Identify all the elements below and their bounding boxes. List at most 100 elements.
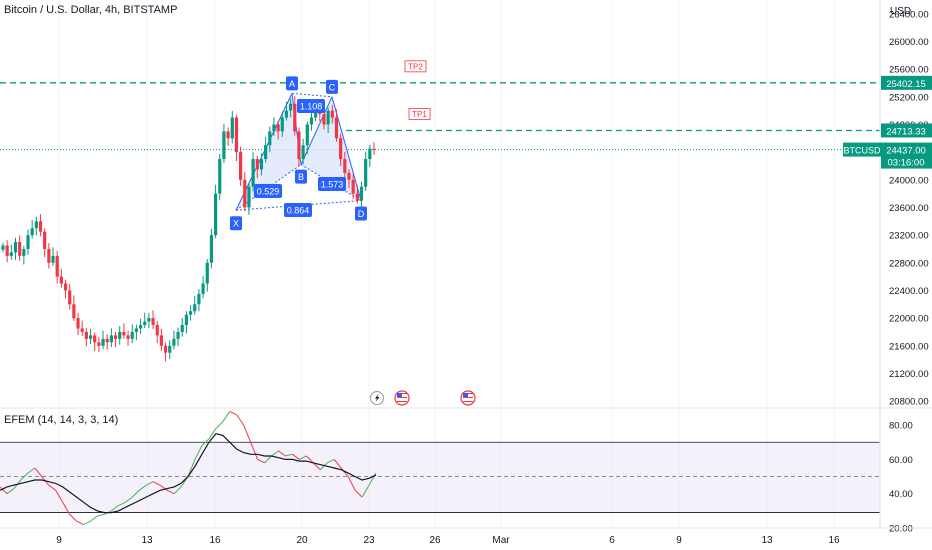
candle-body (30, 228, 34, 236)
pattern-ratio-label: 1.573 (321, 180, 344, 190)
harmonic-pattern-labels: X A B C D 0.529 1.108 1.573 0.864 (230, 76, 367, 231)
efem-fast-segment (354, 489, 363, 498)
last-price-badge: 24437.00 (886, 146, 926, 157)
efem-fast-segment (83, 520, 91, 526)
candle-body (180, 325, 184, 332)
candle-body (155, 325, 159, 336)
candle-body (268, 131, 272, 146)
time-tick-label: 16 (828, 535, 840, 546)
time-tick-label: 23 (363, 535, 375, 546)
price-tick-label: 25200.00 (889, 92, 929, 103)
indicator-band (0, 442, 880, 513)
efem-fast-segment (327, 458, 335, 464)
main-pane[interactable]: TP2 TP1 X A B C D 0.529 1.108 1.573 0.864 (0, 0, 880, 408)
candle-body (259, 159, 264, 170)
price-tick-label: 23200.00 (889, 231, 929, 242)
efem-fast-segment (340, 467, 349, 477)
efem-fast-segment (312, 462, 321, 471)
efem-fast-segment (292, 453, 300, 460)
candle-body (101, 338, 105, 346)
efem-fast-segment (0, 486, 8, 495)
candle-body (130, 331, 134, 339)
time-axis[interactable]: 9 13 16 20 23 26 Mar 6 9 13 16 (56, 535, 840, 546)
candle-body (5, 245, 9, 256)
candle-body (9, 252, 13, 256)
candle-body (26, 235, 30, 249)
pattern-ratio-xd (235, 200, 362, 211)
indicator-tick-label: 20.00 (889, 524, 913, 535)
candle-body (272, 124, 276, 132)
indicator-axis[interactable]: 80.00 60.00 40.00 20.00 (889, 421, 913, 535)
indicator-tick-label: 60.00 (889, 455, 913, 466)
candle-body (309, 117, 314, 125)
efem-fast-segment (201, 438, 210, 447)
flag-stripe (397, 399, 407, 400)
candle-body (80, 328, 84, 332)
candle-body (18, 242, 22, 256)
efem-indicator (0, 410, 880, 526)
pattern-leg-bc (300, 96, 333, 165)
price-tick-label: 23600.00 (889, 203, 929, 214)
event-icons[interactable] (370, 390, 476, 406)
candle-body (330, 110, 334, 118)
price-tick-label: 26400.00 (889, 9, 929, 20)
candle-body (51, 255, 55, 263)
indicator-pane[interactable] (0, 408, 880, 528)
pattern-bcd-fill (301, 96, 361, 201)
time-tick-label: 13 (141, 535, 153, 546)
pattern-point-a: A (289, 79, 295, 89)
efem-fast-segment (319, 462, 328, 471)
us-flag-icon[interactable] (394, 390, 410, 406)
efem-fast-segment (27, 467, 36, 474)
currency-label: USD (890, 6, 911, 17)
pattern-ratio-label: 0.864 (287, 206, 310, 216)
efem-fast-segment (138, 484, 147, 491)
candle-body (305, 124, 309, 146)
flag-canton (397, 393, 402, 397)
us-flag-icon[interactable] (460, 390, 476, 406)
candle-body (239, 152, 243, 180)
pattern-ratio-bg (284, 203, 312, 217)
efem-fast-segment (194, 445, 203, 460)
efem-fast-segment (90, 515, 98, 522)
efem-fast-segment (208, 428, 217, 440)
time-tick-label: 16 (209, 535, 221, 546)
candle-body (364, 159, 368, 187)
price-axis[interactable]: USD26400.0026000.0025600.0025200.0024800… (889, 6, 929, 408)
indicator-title: EFEM (14, 14, 3, 3, 14) (4, 414, 119, 426)
candle-body (59, 276, 63, 284)
pattern-point-b: B (298, 172, 304, 182)
pattern-point-c: C (329, 82, 336, 92)
candle-body (201, 283, 205, 294)
candle-body (213, 193, 218, 236)
candle-body (84, 331, 88, 339)
efem-fast-segment (222, 411, 231, 422)
flag-canton (463, 393, 468, 397)
level-price-badge-bg (881, 75, 932, 90)
efem-fast-segment (333, 459, 342, 469)
candle-body (168, 345, 172, 353)
level-price-badge: 24713.33 (886, 126, 926, 137)
efem-fast-segment (111, 505, 119, 512)
candle-body (368, 148, 372, 160)
time-tick-label: Mar (492, 535, 510, 546)
candle-body (264, 145, 268, 160)
level-tag-box-tp1 (408, 108, 431, 120)
candle-body (209, 235, 214, 263)
pattern-ratio-bg (297, 99, 325, 113)
efem-fast-segment (118, 501, 126, 507)
price-tick-label: 24000.00 (889, 175, 929, 186)
efem-fast-segment (236, 414, 245, 426)
pattern-point-bg-d (355, 206, 367, 221)
candle-body (55, 255, 59, 277)
candle-body (222, 131, 226, 160)
lightning-icon[interactable] (370, 391, 384, 405)
candle-body (326, 110, 330, 125)
pattern-ratio-bg (318, 177, 346, 191)
symbol-badge-bg (843, 142, 881, 157)
candle-body (347, 172, 351, 180)
candle-body (88, 335, 93, 339)
candle-body (234, 117, 239, 153)
